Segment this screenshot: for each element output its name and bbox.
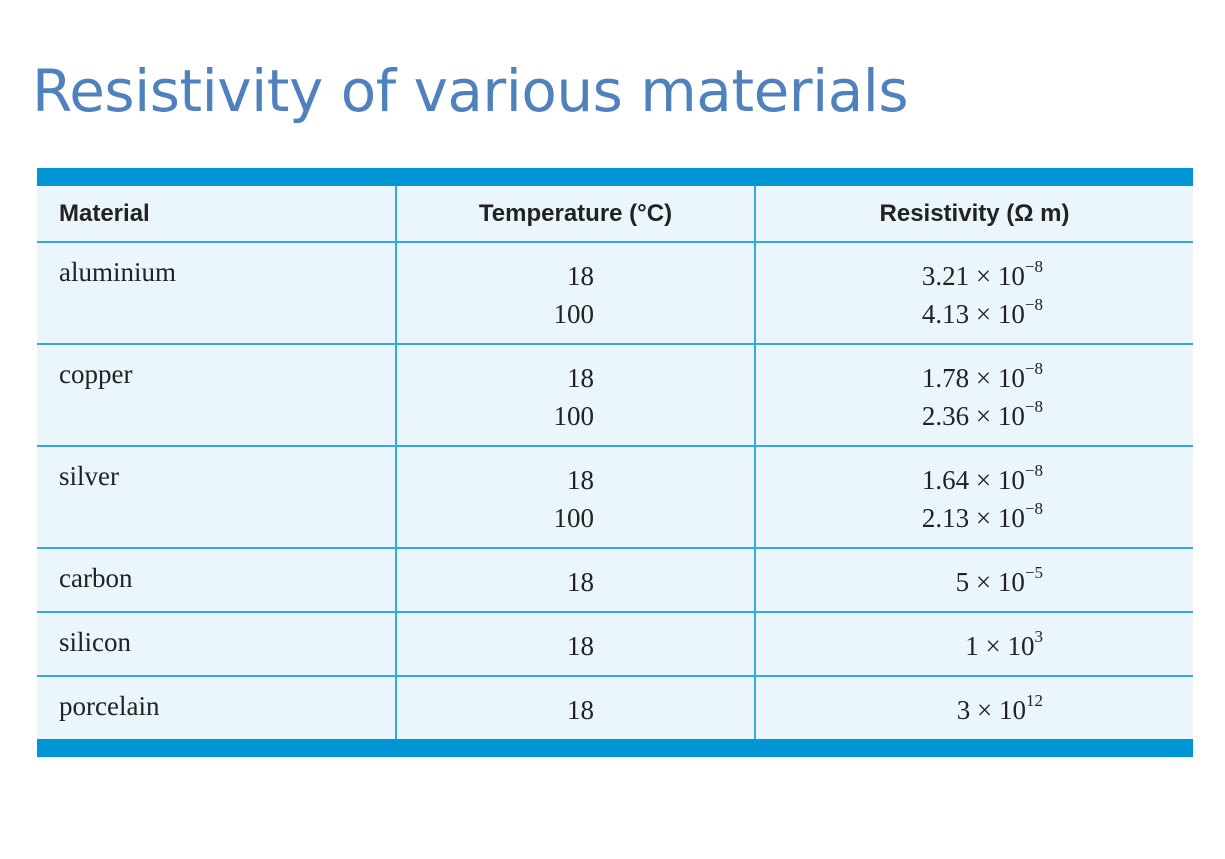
resistivity-value: 3 × 1012 bbox=[756, 691, 1043, 729]
temperature-cell: 18 bbox=[395, 548, 755, 613]
material-cell: silver bbox=[37, 446, 396, 549]
resistivity-cell: 1.78 × 10−8 2.36 × 10−8 bbox=[754, 344, 1193, 447]
temperature-value: 18 bbox=[567, 567, 594, 597]
resistivity-exponent: 3 bbox=[1034, 627, 1044, 646]
table-bottom-bar bbox=[37, 739, 1193, 757]
resistivity-exponent: −5 bbox=[1024, 563, 1043, 582]
temperature-cell: 18 100 bbox=[395, 242, 755, 345]
temperature-value: 18 bbox=[567, 695, 594, 725]
temperature-cell: 18 100 bbox=[395, 446, 755, 549]
resistivity-table: Material Temperature (°C) Resistivity (Ω… bbox=[37, 186, 1193, 739]
header-resistivity: Resistivity (Ω m) bbox=[754, 186, 1193, 243]
resistivity-value: 2.36 × 10−8 bbox=[756, 397, 1043, 435]
resistivity-mantissa: 1 × 10 bbox=[965, 631, 1035, 661]
temperature-value: 18 bbox=[567, 363, 594, 393]
resistivity-cell: 1.64 × 10−8 2.13 × 10−8 bbox=[754, 446, 1193, 549]
table-header-row: Material Temperature (°C) Resistivity (Ω… bbox=[37, 186, 1193, 243]
temperature-value: 18 bbox=[567, 465, 594, 495]
header-material: Material bbox=[37, 186, 396, 243]
resistivity-value: 4.13 × 10−8 bbox=[756, 295, 1043, 333]
table-row: silicon 18 1 × 103 bbox=[37, 612, 1193, 677]
resistivity-cell: 3 × 1012 bbox=[754, 676, 1193, 739]
temperature-value: 100 bbox=[553, 401, 595, 431]
resistivity-table-container: Material Temperature (°C) Resistivity (Ω… bbox=[37, 168, 1193, 757]
temperature-cell: 18 bbox=[395, 676, 755, 739]
resistivity-exponent: −8 bbox=[1024, 397, 1043, 416]
header-temperature: Temperature (°C) bbox=[395, 186, 755, 243]
resistivity-mantissa: 2.13 × 10 bbox=[921, 503, 1025, 533]
resistivity-exponent: −8 bbox=[1024, 461, 1043, 480]
resistivity-mantissa: 3.21 × 10 bbox=[921, 261, 1025, 291]
temperature-cell: 18 100 bbox=[395, 344, 755, 447]
resistivity-mantissa: 2.36 × 10 bbox=[921, 401, 1025, 431]
material-cell: carbon bbox=[37, 548, 396, 613]
resistivity-exponent: −8 bbox=[1024, 499, 1043, 518]
table-row: copper 18 100 1.78 × 10−8 2.36 × 10−8 bbox=[37, 344, 1193, 447]
material-cell: copper bbox=[37, 344, 396, 447]
temperature-value: 100 bbox=[553, 299, 595, 329]
resistivity-value: 1.78 × 10−8 bbox=[756, 359, 1043, 397]
resistivity-mantissa: 5 × 10 bbox=[955, 567, 1025, 597]
temperature-value: 18 bbox=[567, 261, 594, 291]
material-cell: porcelain bbox=[59, 691, 160, 721]
resistivity-exponent: 12 bbox=[1026, 691, 1043, 710]
resistivity-value: 3.21 × 10−8 bbox=[756, 257, 1043, 295]
resistivity-value: 5 × 10−5 bbox=[756, 563, 1043, 601]
resistivity-cell: 1 × 103 bbox=[754, 612, 1193, 677]
table-row: porcelain 18 3 × 1012 bbox=[37, 676, 1193, 739]
resistivity-value: 1 × 103 bbox=[756, 627, 1043, 665]
resistivity-exponent: −8 bbox=[1024, 359, 1043, 378]
resistivity-exponent: −8 bbox=[1024, 257, 1043, 276]
resistivity-cell: 3.21 × 10−8 4.13 × 10−8 bbox=[754, 242, 1193, 345]
temperature-value: 18 bbox=[567, 631, 594, 661]
table-top-bar bbox=[37, 168, 1193, 186]
material-cell: aluminium bbox=[37, 242, 396, 345]
table-row: aluminium 18 100 3.21 × 10−8 4.13 × 10−8 bbox=[37, 242, 1193, 345]
resistivity-exponent: −8 bbox=[1024, 295, 1043, 314]
resistivity-mantissa: 4.13 × 10 bbox=[921, 299, 1025, 329]
resistivity-cell: 5 × 10−5 bbox=[754, 548, 1193, 613]
resistivity-value: 2.13 × 10−8 bbox=[756, 499, 1043, 537]
resistivity-mantissa: 3 × 10 bbox=[956, 695, 1026, 725]
resistivity-mantissa: 1.64 × 10 bbox=[921, 465, 1025, 495]
slide-title: Resistivity of various materials bbox=[32, 56, 909, 125]
temperature-cell: 18 bbox=[395, 612, 755, 677]
table-row: silver 18 100 1.64 × 10−8 2.13 × 10−8 bbox=[37, 446, 1193, 549]
resistivity-mantissa: 1.78 × 10 bbox=[921, 363, 1025, 393]
resistivity-value: 1.64 × 10−8 bbox=[756, 461, 1043, 499]
material-cell: silicon bbox=[37, 612, 396, 677]
temperature-value: 100 bbox=[553, 503, 595, 533]
table-row: carbon 18 5 × 10−5 bbox=[37, 548, 1193, 613]
